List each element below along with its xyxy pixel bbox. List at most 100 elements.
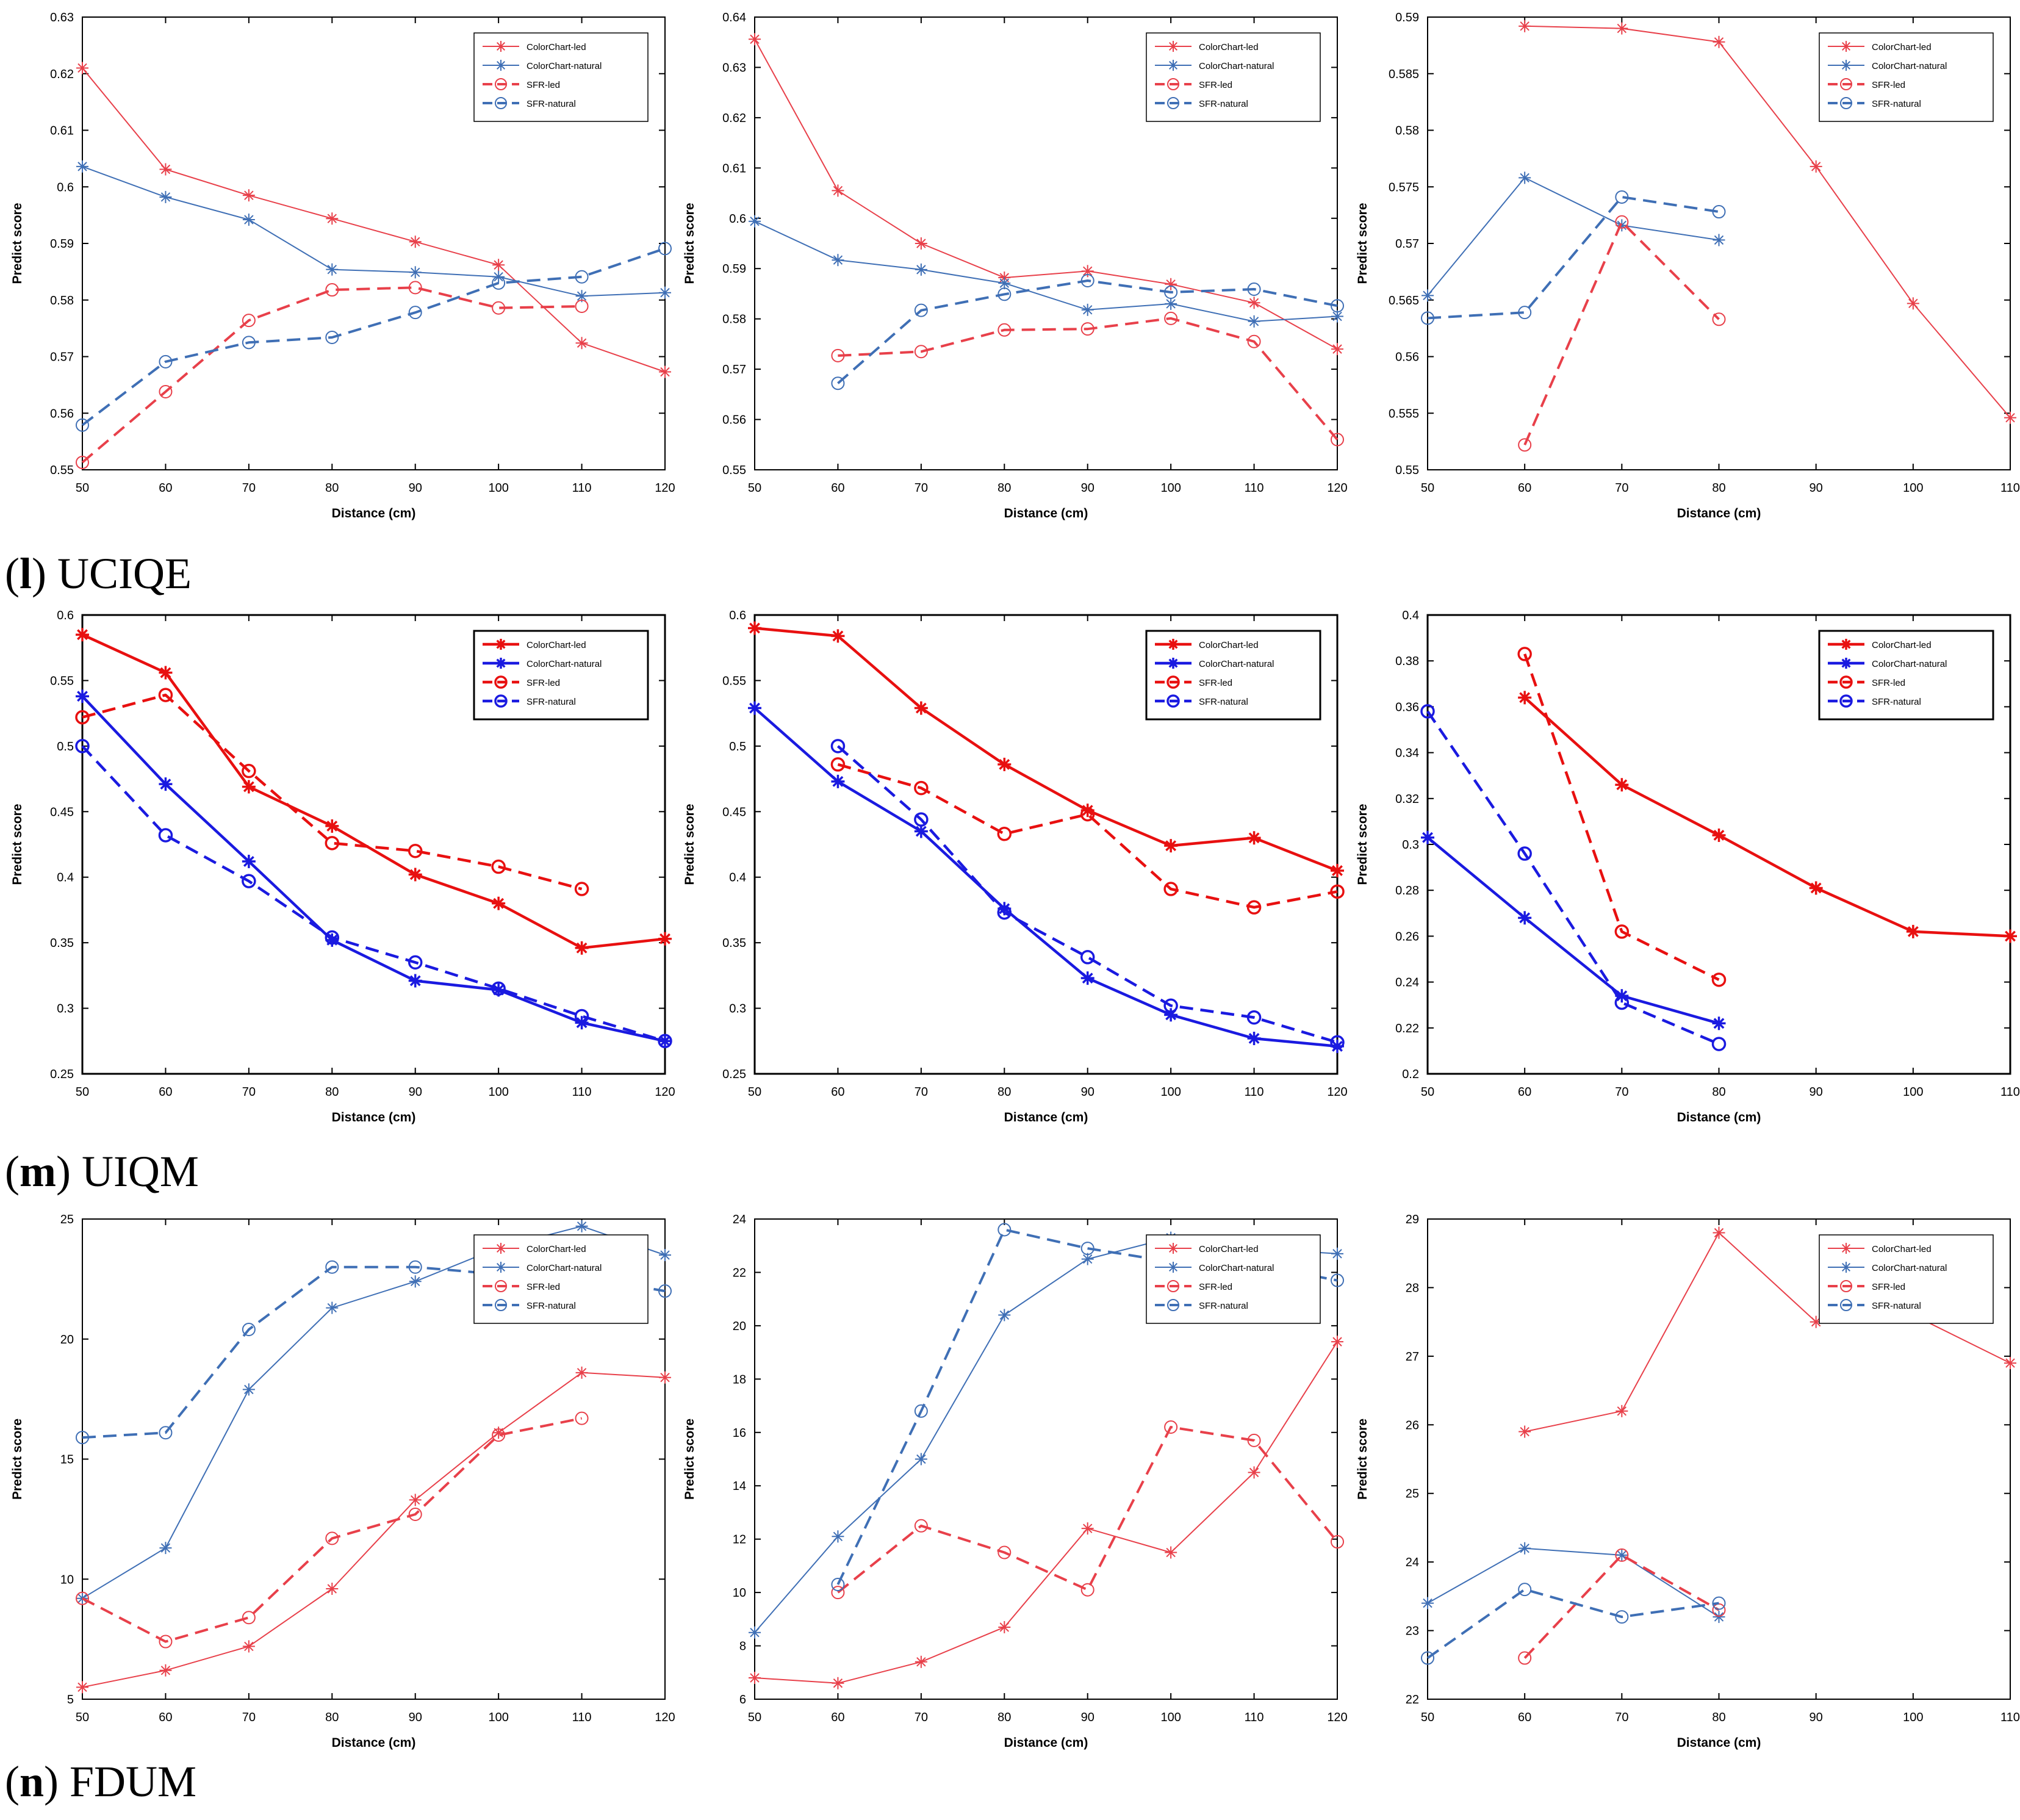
circle-marker xyxy=(1330,1035,1345,1050)
y-tick-label: 27 xyxy=(1406,1350,1419,1364)
series-line xyxy=(754,38,1338,350)
legend-entry: SFR-natural xyxy=(1828,97,1921,109)
circle-marker xyxy=(1080,950,1095,965)
series-sfr-natural xyxy=(75,739,672,1049)
circle-marker xyxy=(76,418,89,432)
x-tick-label: 70 xyxy=(1615,1085,1628,1099)
series-line xyxy=(82,1225,666,1599)
caption-close: ) xyxy=(32,549,46,598)
star-marker xyxy=(998,1309,1011,1322)
star-marker xyxy=(1518,691,1532,705)
circle-marker xyxy=(159,1426,173,1440)
y-tick-label: 23 xyxy=(1406,1625,1419,1638)
circle-marker xyxy=(1246,1010,1262,1025)
circle-marker xyxy=(242,1611,256,1625)
x-tick-label: 120 xyxy=(655,1711,675,1724)
x-tick-label: 60 xyxy=(831,481,844,495)
star-marker xyxy=(1713,35,1725,48)
star-marker xyxy=(997,757,1012,771)
star-marker xyxy=(749,1672,761,1685)
y-tick-label: 0.62 xyxy=(722,112,746,125)
series-sfr-led xyxy=(831,1420,1344,1600)
series-line xyxy=(1523,653,1720,981)
series-line xyxy=(82,633,666,949)
x-tick-label: 60 xyxy=(1518,1085,1531,1099)
caption-letter: n xyxy=(19,1757,45,1806)
x-axis-label: Distance (cm) xyxy=(1677,506,1761,520)
series-line xyxy=(837,1426,1339,1594)
series-line xyxy=(82,693,583,891)
caption-open: ( xyxy=(5,549,20,598)
y-tick-label: 0.5 xyxy=(729,740,746,754)
chart-panel-4: 50 60 70 80 90 100 110 120 0.25 0.3 0.35 0.4 0.45 0.5… xyxy=(10,609,675,1124)
x-tick-label: 70 xyxy=(1615,481,1628,495)
x-tick-label: 100 xyxy=(488,1085,508,1099)
star-marker xyxy=(1810,160,1822,173)
legend-entry: SFR-natural xyxy=(1828,694,1921,708)
series-sfr-led xyxy=(830,757,1345,915)
y-tick-label: 0.555 xyxy=(1389,407,1419,420)
y-tick-label: 8 xyxy=(739,1640,746,1653)
star-marker xyxy=(1615,778,1629,792)
series-line xyxy=(1427,1547,1720,1617)
series-line xyxy=(82,1417,582,1643)
star-marker xyxy=(915,237,927,250)
series-line xyxy=(836,745,1338,1044)
circle-marker xyxy=(1614,995,1630,1010)
caption-uiqm: (m) UIQM xyxy=(5,1149,199,1193)
y-axis-label: Predict score xyxy=(1356,1419,1370,1500)
circle-marker xyxy=(1614,924,1630,939)
legend-entry: SFR-natural xyxy=(1828,1299,1921,1311)
star-marker xyxy=(326,1582,339,1595)
star-marker xyxy=(76,689,89,703)
y-tick-label: 18 xyxy=(733,1373,746,1386)
series-sfr-natural xyxy=(1421,1583,1726,1665)
x-tick-label: 60 xyxy=(159,1085,172,1099)
legend-entry: ColorChart-led xyxy=(1155,41,1259,52)
y-tick-label: 25 xyxy=(60,1213,74,1226)
series-sfr-natural xyxy=(1421,190,1726,325)
star-marker xyxy=(242,780,256,794)
legend-entry: SFR-led xyxy=(1155,78,1232,90)
circle-marker xyxy=(159,385,173,399)
star-marker xyxy=(1168,1262,1179,1273)
series-sfr-led xyxy=(76,281,589,469)
legend-label: SFR-led xyxy=(1199,80,1232,90)
star-marker xyxy=(159,1542,172,1555)
y-tick-label: 0.57 xyxy=(722,363,746,376)
y-tick-label: 0.61 xyxy=(722,162,746,175)
x-tick-label: 110 xyxy=(1245,481,1264,495)
y-tick-label: 0.61 xyxy=(50,124,74,138)
star-marker xyxy=(1081,1253,1094,1265)
circle-marker xyxy=(914,780,929,796)
star-marker xyxy=(659,286,671,299)
x-tick-label: 100 xyxy=(1160,1085,1181,1099)
legend-label: SFR-led xyxy=(1872,80,1905,90)
legend-label: ColorChart-natural xyxy=(527,61,602,71)
y-tick-label: 0.22 xyxy=(1395,1022,1419,1035)
circle-marker xyxy=(1164,285,1178,299)
caption-fdum: (n) FDUM xyxy=(5,1760,196,1804)
legend-entry: ColorChart-led xyxy=(1828,639,1932,650)
star-marker xyxy=(242,189,255,202)
y-tick-label: 0.56 xyxy=(1395,351,1419,364)
legend-label: SFR-natural xyxy=(1872,1301,1921,1311)
x-tick-label: 110 xyxy=(572,1085,592,1099)
x-tick-label: 80 xyxy=(325,1711,339,1724)
series-colorchart-led xyxy=(1519,20,2016,424)
chart-panel-6: 50 60 70 80 90 100 110 0.2 0.22 0.24 0.26 0.28 0.3 0.… xyxy=(1356,609,2020,1124)
circle-marker xyxy=(1330,884,1345,899)
circle-marker xyxy=(575,299,589,313)
legend-entry: ColorChart-natural xyxy=(1828,658,1947,669)
y-tick-label: 0.28 xyxy=(1395,884,1419,897)
x-tick-label: 100 xyxy=(1903,1085,1923,1099)
y-tick-label: 5 xyxy=(67,1693,74,1707)
circle-marker xyxy=(831,348,845,362)
circle-marker xyxy=(1518,1651,1532,1665)
star-marker xyxy=(575,941,589,955)
x-tick-label: 100 xyxy=(1160,1711,1181,1724)
circle-marker xyxy=(492,1428,506,1442)
x-axis-label: Distance (cm) xyxy=(1677,1110,1761,1124)
series-line xyxy=(1426,710,1720,1046)
star-marker xyxy=(1713,1611,1725,1624)
